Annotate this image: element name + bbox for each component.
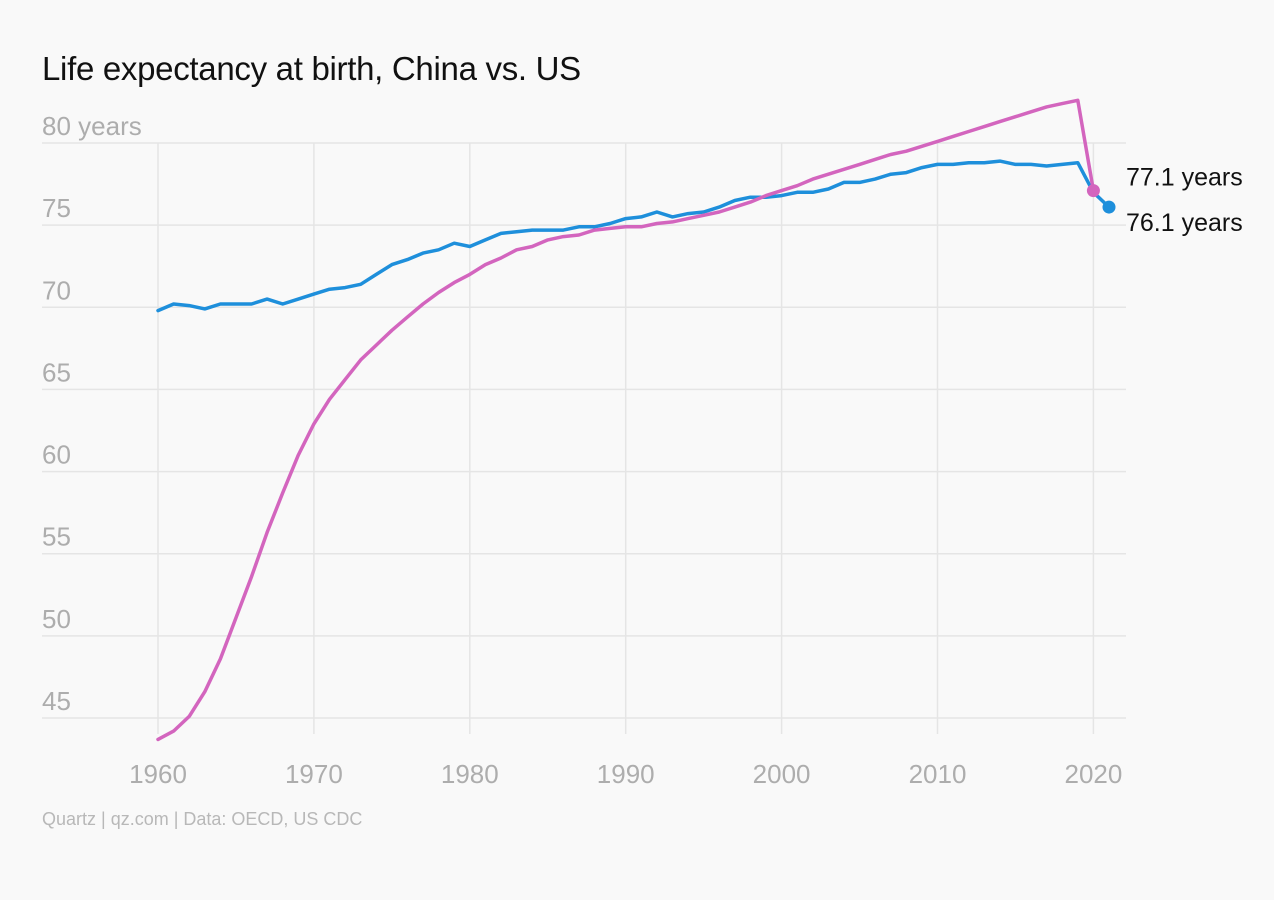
x-tick-label-2020: 2020 — [1064, 759, 1122, 789]
x-tick-label-1960: 1960 — [129, 759, 187, 789]
x-tick-label-1970: 1970 — [285, 759, 343, 789]
y-gridlines — [42, 142, 1126, 719]
y-tick-label-70: 70 — [42, 275, 71, 305]
y-tick-label-55: 55 — [42, 522, 71, 552]
x-tick-label-1990: 1990 — [597, 759, 655, 789]
x-tick-label-2010: 2010 — [909, 759, 967, 789]
end-point-1 — [1086, 184, 1100, 198]
chart-title: Life expectancy at birth, China vs. US — [42, 50, 581, 87]
end-label-0: 76.1 years — [1126, 209, 1243, 237]
y-tick-label-50: 50 — [42, 604, 71, 634]
end-label-1: 77.1 years — [1126, 164, 1243, 192]
end-labels: 76.1 years 77.1 years — [1126, 164, 1243, 237]
y-tick-label-80: 80 years — [42, 111, 142, 141]
end-markers — [1086, 184, 1116, 214]
y-tick-label-75: 75 — [42, 193, 71, 223]
series-lines — [156, 98, 1111, 742]
series-line-0 — [156, 159, 1111, 313]
x-tick-label-2000: 2000 — [753, 759, 811, 789]
y-tick-label-65: 65 — [42, 357, 71, 387]
x-gridlines — [157, 143, 1095, 734]
x-tick-labels: 1960 1970 1980 1990 2000 2010 2020 — [129, 759, 1122, 789]
y-tick-label-45: 45 — [42, 686, 71, 716]
end-point-0 — [1102, 200, 1116, 214]
x-tick-label-1980: 1980 — [441, 759, 499, 789]
y-tick-labels: 45 50 55 60 65 70 75 80 years — [42, 111, 142, 716]
y-tick-label-60: 60 — [42, 440, 71, 470]
series-line-1 — [156, 98, 1096, 742]
source-note: Quartz | qz.com | Data: OECD, US CDC — [42, 809, 363, 829]
